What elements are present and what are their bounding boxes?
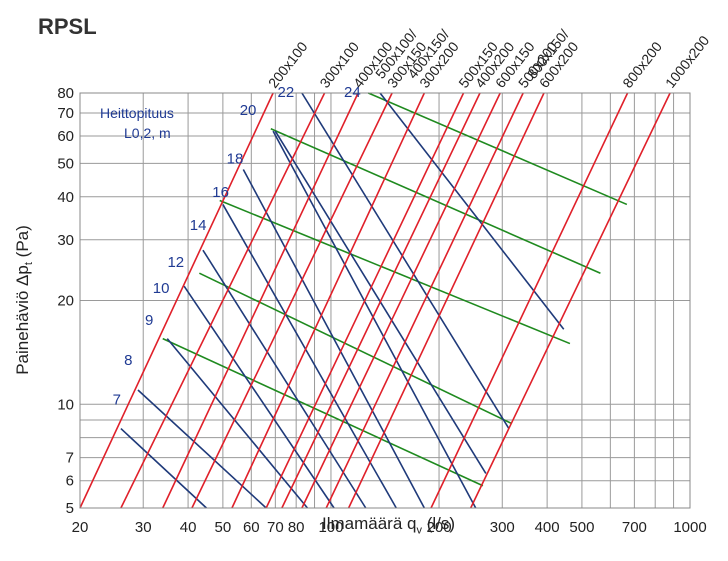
x-tick-label: 50 <box>215 519 232 536</box>
duct-size-label: 800x200 <box>619 38 665 90</box>
throw-label: 8 <box>124 352 132 369</box>
throw-label: 10 <box>153 280 170 297</box>
x-axis-label: Ilmamäärä qv (l/s) <box>322 514 455 536</box>
chart-title: RPSL <box>38 14 97 40</box>
size-labels: 200x100 300x100400x100500x100/300x150400x… <box>265 26 713 91</box>
x-tick-label: 700 <box>622 519 647 536</box>
y-tick-label: 7 <box>66 450 74 467</box>
x-tick-label: 40 <box>180 519 197 536</box>
duct-size-label: 1000x200 <box>662 32 713 90</box>
y-axis-label-unit: (Pa) <box>13 225 32 262</box>
x-tick-label: 300 <box>490 519 515 536</box>
y-tick-label: 10 <box>57 396 74 413</box>
x-tick-label: 70 <box>267 519 284 536</box>
y-tick-label: 60 <box>57 128 74 145</box>
throw-label: 14 <box>190 217 207 234</box>
y-tick-label: 70 <box>57 105 74 122</box>
y-tick-label: 40 <box>57 189 74 206</box>
throw-line <box>138 390 266 508</box>
y-tick-label: 30 <box>57 232 74 249</box>
throw-label: 20 <box>240 102 257 119</box>
x-axis-label-main: Ilmamäärä q <box>322 514 416 533</box>
x-tick-label: 20 <box>72 519 89 536</box>
legend-title: Heittopituus <box>100 103 174 123</box>
x-tick-label: 400 <box>535 519 560 536</box>
throw-label: 7 <box>113 391 121 408</box>
y-tick-label: 50 <box>57 155 74 172</box>
y-tick-label: 6 <box>66 473 74 490</box>
y-axis-label-sub: t <box>23 262 35 265</box>
y-axis-label: Painehäviö Δpt (Pa) <box>13 225 35 375</box>
duct-size-label-line: 800x200 <box>619 38 665 90</box>
x-axis-label-unit: (l/s) <box>422 514 455 533</box>
y-tick-label: 80 <box>57 85 74 102</box>
x-tick-label: 500 <box>569 519 594 536</box>
throw-label: 18 <box>227 150 244 167</box>
y-tick-label: 20 <box>57 293 74 310</box>
throw-line <box>184 286 334 508</box>
legend: Heittopituus L0,2, m <box>100 103 174 143</box>
y-tick-labels: 5 6 7 10 20 30 40 50 60 70 80 <box>57 85 74 517</box>
y-tick-label: 5 <box>66 500 74 517</box>
x-tick-label: 1000 <box>673 519 706 536</box>
x-tick-label: 60 <box>243 519 260 536</box>
x-tick-label: 30 <box>135 519 152 536</box>
duct-size-label-line: 1000x200 <box>662 32 713 90</box>
throw-label: 12 <box>167 254 184 271</box>
legend-unit: L0,2, m <box>100 123 174 143</box>
x-tick-label: 80 <box>288 519 305 536</box>
throw-label: 9 <box>145 312 153 329</box>
throw-label: 16 <box>212 184 229 201</box>
band-line <box>199 273 511 423</box>
y-axis-label-main: Painehäviö Δp <box>13 265 32 375</box>
